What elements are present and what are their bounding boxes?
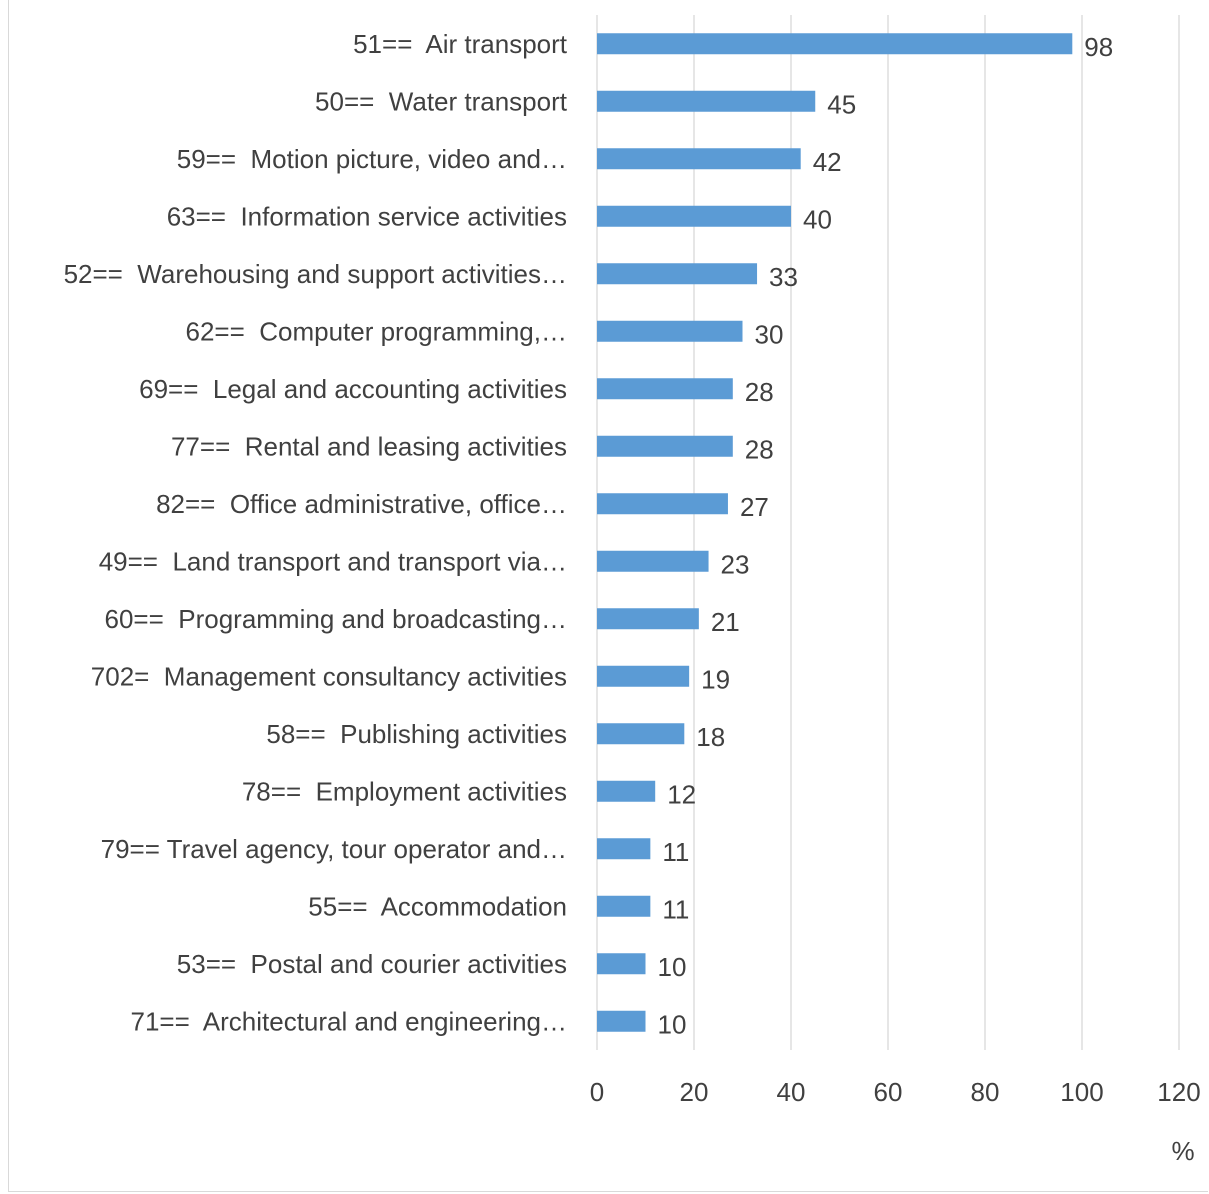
value-label: 45 [827,89,856,119]
value-label: 30 [755,319,784,349]
value-label: 19 [701,664,730,694]
category-label: 52== Warehousing and support activities… [64,259,567,289]
category-label: 69== Legal and accounting activities [139,374,567,404]
value-label: 21 [711,607,740,637]
x-tick-label: 20 [680,1077,709,1107]
bar [597,838,651,860]
bar [597,148,801,170]
category-label: 77== Rental and leasing activities [171,431,567,461]
category-label: 50== Water transport [315,86,568,116]
bar [597,953,646,975]
bar [597,320,743,342]
value-label: 23 [721,549,750,579]
bar [597,378,733,400]
chart-frame [8,0,1208,1192]
value-label: 11 [662,894,689,924]
bar [597,263,758,285]
value-label: 27 [740,492,769,522]
category-label: 60== Programming and broadcasting… [105,604,568,634]
category-label: 702= Management consultancy activities [91,661,567,691]
value-label: 28 [745,377,774,407]
category-label: 53== Postal and courier activities [177,949,567,979]
bars [597,33,1073,1032]
value-label: 33 [769,262,798,292]
bar [597,205,791,227]
x-tick-label: 100 [1060,1077,1103,1107]
category-label: 49== Land transport and transport via… [99,546,567,576]
bar [597,608,699,630]
x-tick-label: 80 [971,1077,1000,1107]
x-tick-label: 40 [777,1077,806,1107]
category-label: 58== Publishing activities [266,719,567,749]
bar [597,435,733,457]
value-label: 11 [662,837,689,867]
value-label: 98 [1084,32,1113,62]
category-label: 59== Motion picture, video and… [177,144,567,174]
bar [597,33,1073,55]
bar [597,665,690,687]
bar [597,723,685,745]
category-label: 62== Computer programming,… [185,316,567,346]
category-labels: 51== Air transport 50== Water transport 59… [64,29,568,1037]
value-label: 18 [696,722,725,752]
bar [597,780,656,802]
x-tick-label: 120 [1157,1077,1200,1107]
category-label: 55== Accommodation [308,891,567,921]
bar [597,90,816,112]
category-label: 51== Air transport [353,29,568,59]
x-axis-title: % [1171,1136,1194,1166]
x-tick-label: 0 [590,1077,604,1107]
x-tick-label: 60 [874,1077,903,1107]
category-label: 82== Office administrative, office… [156,489,567,519]
value-label: 42 [813,147,842,177]
category-label: 71== Architectural and engineering… [130,1006,567,1036]
value-label: 28 [745,434,774,464]
x-tick-labels: 0 20 40 60 80 100 120 [590,1077,1201,1107]
value-label: 12 [667,779,696,809]
bar [597,895,651,917]
value-label: 40 [803,204,832,234]
value-label: 10 [658,952,687,982]
category-label: 78== Employment activities [242,776,567,806]
category-label: 79== Travel agency, tour operator and… [101,834,567,864]
bar [597,493,728,515]
gridlines [596,15,1180,1050]
bar [597,1010,646,1032]
bar [597,550,709,572]
category-label: 63== Information service activities [167,201,567,231]
value-label: 10 [658,1009,687,1039]
